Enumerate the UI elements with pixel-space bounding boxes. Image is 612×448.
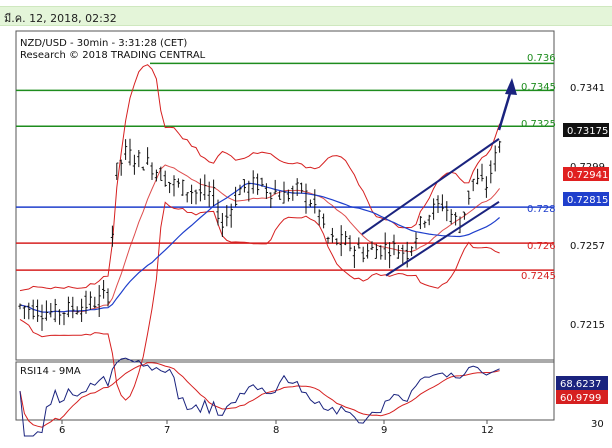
last-price-text: 0.73175	[567, 126, 608, 137]
moving-average	[19, 182, 500, 313]
rsi-ma-badge	[556, 390, 608, 404]
y-axis-ticks: 0.7341 0.7299 0.7257 0.7215	[570, 83, 605, 331]
level-labels: 0.736 0.7345 0.7325 0.728 0.726 0.7245	[521, 53, 556, 282]
level-label-07345: 0.7345	[521, 82, 556, 93]
timestamp-strip	[0, 6, 612, 26]
x-tick-label: 9	[381, 425, 387, 436]
pivot-price-text: 0.72815	[567, 195, 608, 206]
y-tick-label: 0.7341	[570, 83, 605, 94]
y-tick-label: 0.7257	[570, 241, 605, 252]
x-axis-ticks: 6 7 8 9 12	[59, 420, 494, 436]
level-label-07325: 0.7325	[521, 119, 556, 130]
level-label-0736: 0.736	[527, 53, 556, 64]
rsi-value-text: 68.6237	[560, 379, 601, 390]
rsi-ma-line	[19, 362, 500, 428]
ma-price-badge	[563, 167, 609, 181]
timestamp-label: มี.ค. 12, 2018, 02:32	[4, 12, 117, 25]
level-lines	[16, 62, 554, 271]
top-bar: มี.ค. 12, 2018, 02:32	[0, 0, 612, 28]
rsi-tick-label: 30	[591, 419, 604, 430]
bollinger-bands	[19, 64, 501, 401]
rsi-line	[19, 357, 500, 437]
ma-price-text: 0.72941	[567, 170, 608, 181]
bollinger-upper	[19, 64, 501, 292]
rsi-ma-text: 60.9799	[560, 393, 601, 404]
rsi-plot-frame	[15, 361, 555, 421]
x-tick-label: 8	[273, 425, 279, 436]
bollinger-middle	[19, 164, 500, 313]
x-tick-label: 6	[59, 425, 65, 436]
y-tick-label: 0.7215	[570, 320, 605, 331]
channel-lower	[385, 200, 500, 277]
level-label-0728: 0.728	[527, 204, 556, 215]
rsi-panel	[19, 357, 500, 437]
forecast-arrow	[497, 78, 517, 131]
candles	[18, 138, 502, 331]
forecast-arrow-line	[497, 89, 513, 131]
bollinger-lower	[19, 201, 500, 401]
price-badges: 0.73175 0.72941 0.72815 68.6237 60.9799 …	[556, 123, 609, 430]
chart-subtitle: Research © 2018 TRADING CENTRAL	[20, 50, 206, 61]
channel-upper	[361, 138, 500, 235]
pivot-price-badge	[563, 192, 609, 206]
rsi-value-badge	[556, 376, 608, 390]
x-tick-label: 7	[164, 425, 170, 436]
x-tick-label: 12	[481, 425, 494, 436]
level-label-07245: 0.7245	[521, 271, 556, 282]
last-price-badge	[563, 123, 609, 137]
level-label-0726: 0.726	[527, 241, 556, 252]
rsi-title: RSI14 - 9MA	[20, 366, 81, 377]
forecast-arrowhead	[505, 78, 517, 95]
main-plot-frame	[15, 30, 555, 361]
chart-title: NZD/USD - 30min - 3:31:28 (CET)	[20, 38, 187, 49]
channel-lines	[361, 138, 500, 277]
